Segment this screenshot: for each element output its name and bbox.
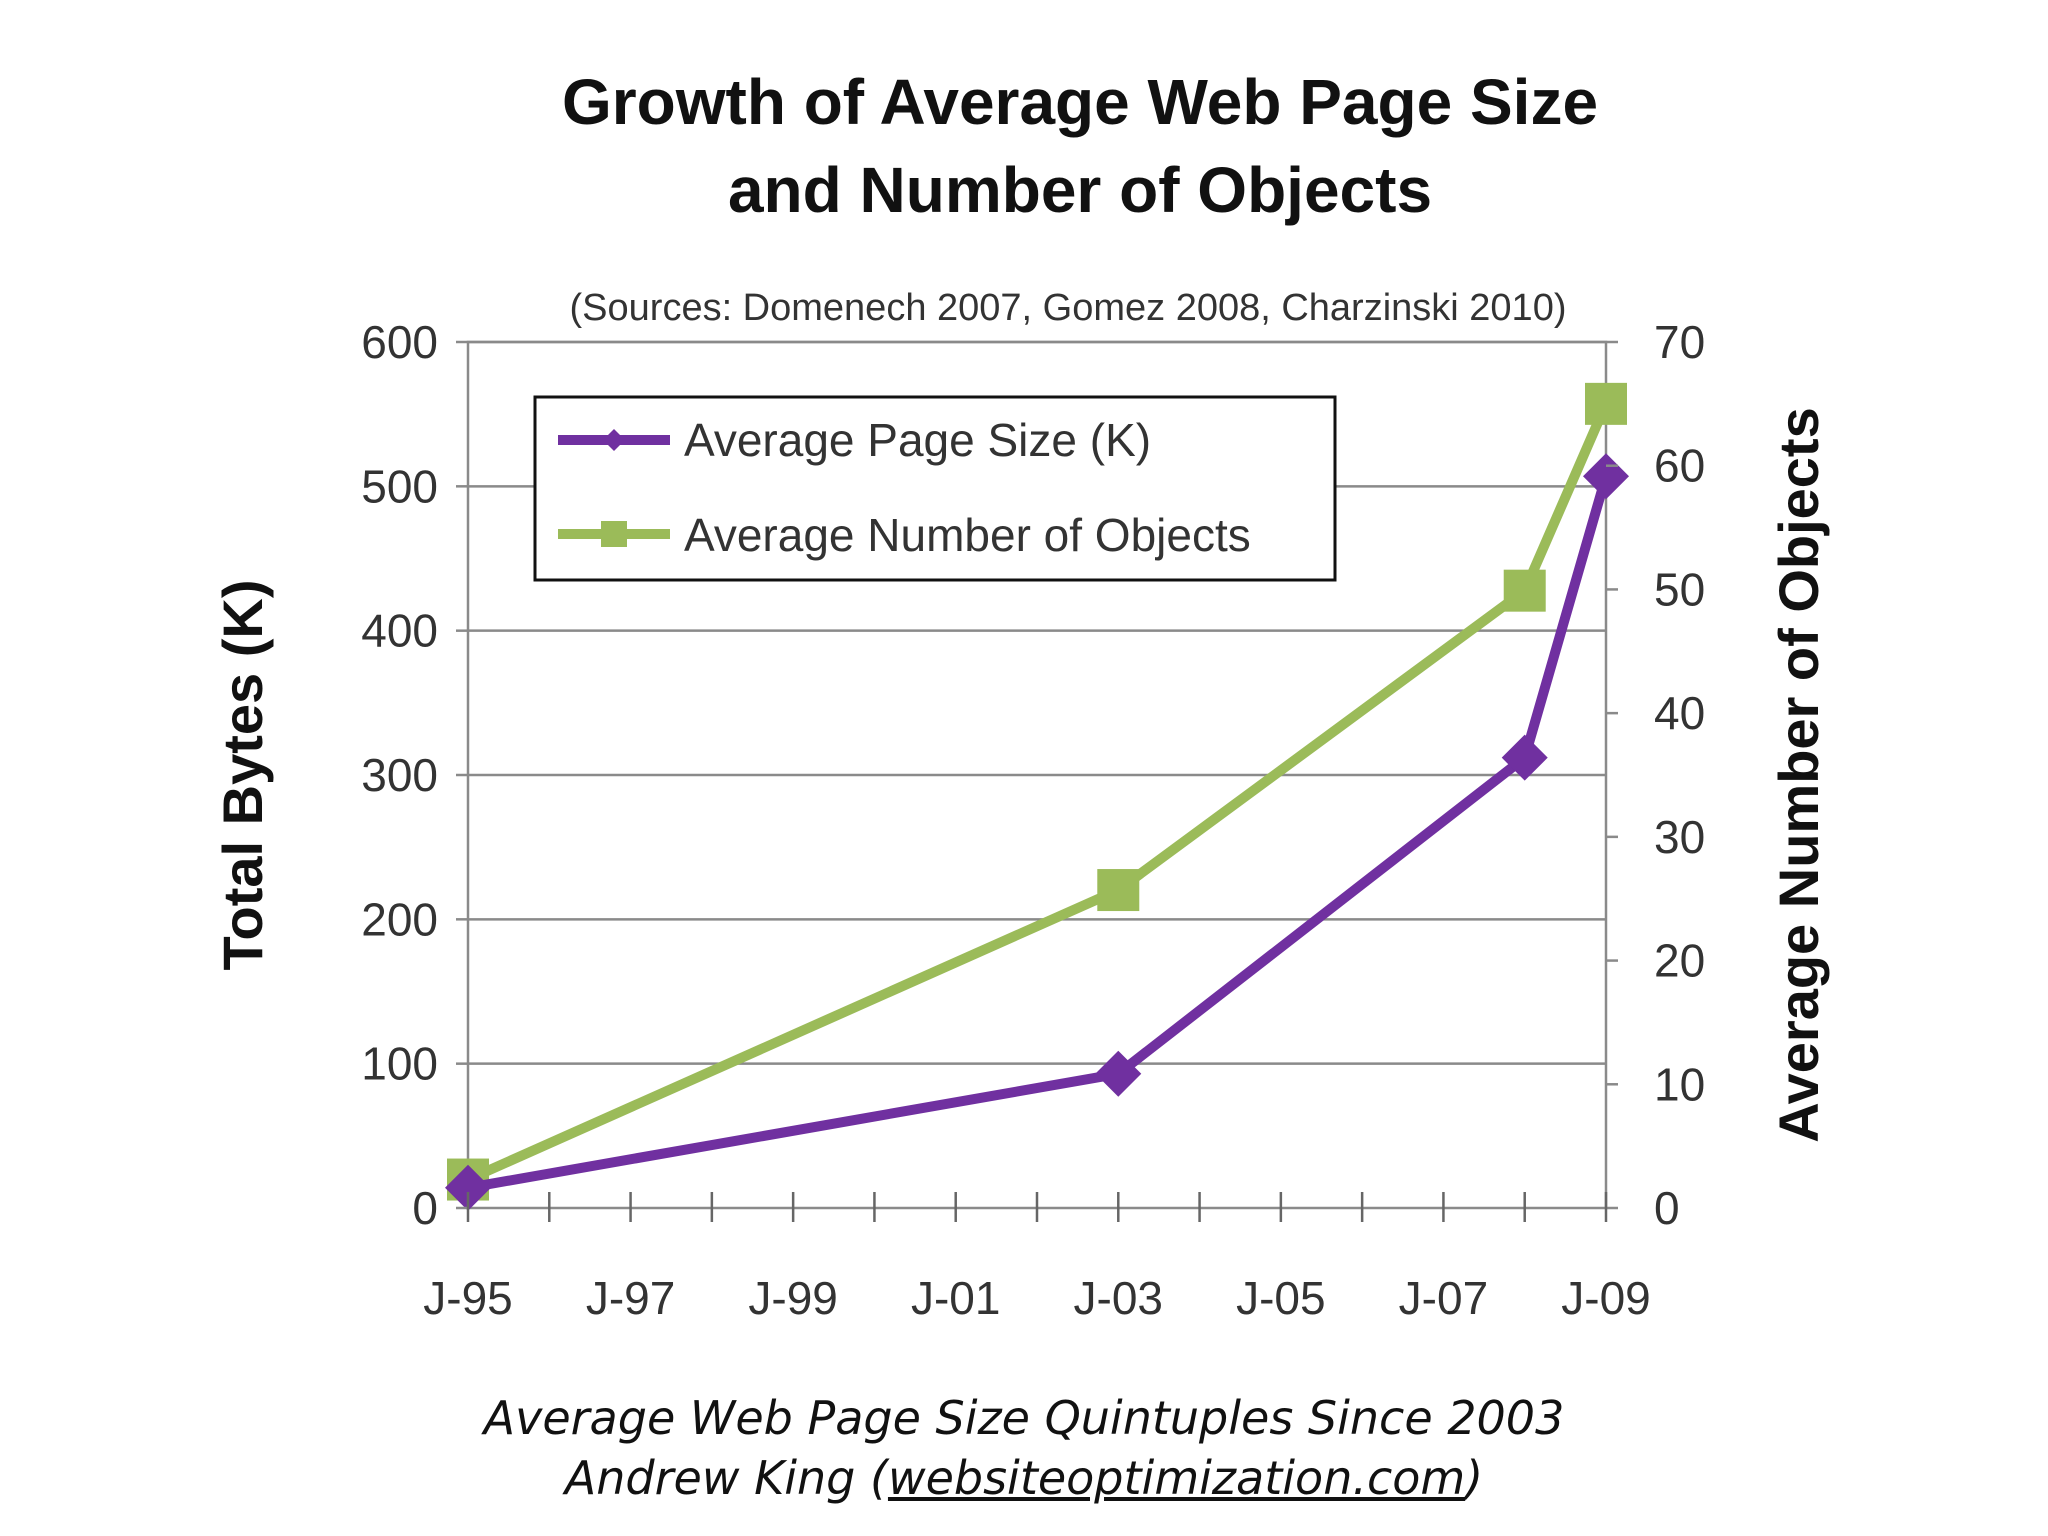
y2-tick-label: 70 <box>1654 316 1705 368</box>
y-tick-label: 100 <box>361 1038 438 1090</box>
x-tick-label: J-09 <box>1561 1272 1650 1324</box>
legend-box <box>533 395 1337 582</box>
data-point-diamond <box>445 1164 491 1211</box>
y2-tick-label: 50 <box>1654 563 1705 615</box>
caption-line-1: Average Web Page Size Quintuples Since 2… <box>483 1391 1565 1445</box>
y-axis-title-left: Total Bytes (K) <box>211 580 274 971</box>
data-point-diamond <box>1501 734 1548 781</box>
x-tick-label: J-97 <box>586 1272 675 1324</box>
y2-tick-label: 20 <box>1654 935 1705 987</box>
data-point-diamond <box>1095 1050 1142 1097</box>
legend-marker-objects <box>601 521 627 547</box>
caption-line-2: Andrew King (websiteoptimization.com) <box>0 1448 2048 1508</box>
data-point-square <box>1097 869 1140 912</box>
data-point-square <box>1585 382 1627 425</box>
legend-marker-page-size <box>603 429 625 451</box>
y2-tick-label: 10 <box>1654 1058 1705 1110</box>
data-point-diamond <box>1583 453 1629 500</box>
y-tick-label: 200 <box>361 893 438 945</box>
x-tick-label: J-05 <box>1236 1272 1325 1324</box>
y-tick-label: 0 <box>412 1182 438 1234</box>
y2-tick-label: 60 <box>1654 440 1705 492</box>
x-tick-label: J-99 <box>748 1272 837 1324</box>
x-tick-label: J-07 <box>1399 1272 1488 1324</box>
y-tick-label: 300 <box>361 749 438 801</box>
data-point-square <box>1503 569 1546 612</box>
y-tick-label: 600 <box>361 316 438 368</box>
caption-paren: ) <box>1465 1451 1484 1505</box>
legend-label-objects: Average Number of Objects <box>684 509 1251 561</box>
series-line <box>467 474 1611 1193</box>
caption-author: Andrew King ( <box>564 1451 888 1505</box>
y-axis-title-right: Average Number of Objects <box>1767 407 1830 1142</box>
x-tick-label: J-03 <box>1074 1272 1163 1324</box>
y2-tick-label: 30 <box>1654 811 1705 863</box>
legend-label-page-size: Average Page Size (K) <box>684 414 1151 466</box>
caption: Average Web Page Size Quintuples Since 2… <box>0 1388 2048 1508</box>
y2-tick-label: 0 <box>1654 1182 1680 1234</box>
chart-title-line-2: and Number of Objects <box>728 154 1432 226</box>
series-layer <box>445 382 1629 1211</box>
y2-tick-label: 40 <box>1654 687 1705 739</box>
chart-title-line-1: Growth of Average Web Page Size <box>562 66 1598 138</box>
y-tick-label: 400 <box>361 605 438 657</box>
series-page-size <box>445 453 1629 1211</box>
caption-link[interactable]: websiteoptimization.com <box>887 1451 1466 1505</box>
y-tick-label: 500 <box>361 460 438 512</box>
chart-subtitle: (Sources: Domenech 2007, Gomez 2008, Cha… <box>570 287 1567 329</box>
x-tick-label: J-95 <box>423 1272 512 1324</box>
x-tick-label: J-01 <box>911 1272 1000 1324</box>
series-line <box>465 401 1611 1185</box>
axes: 0 100 200 300 400 500 600 0 10 20 30 40 50 60 70 J-95 J-… <box>361 316 1705 1324</box>
legend: Average Page Size (K) Average Number of … <box>533 395 1337 582</box>
